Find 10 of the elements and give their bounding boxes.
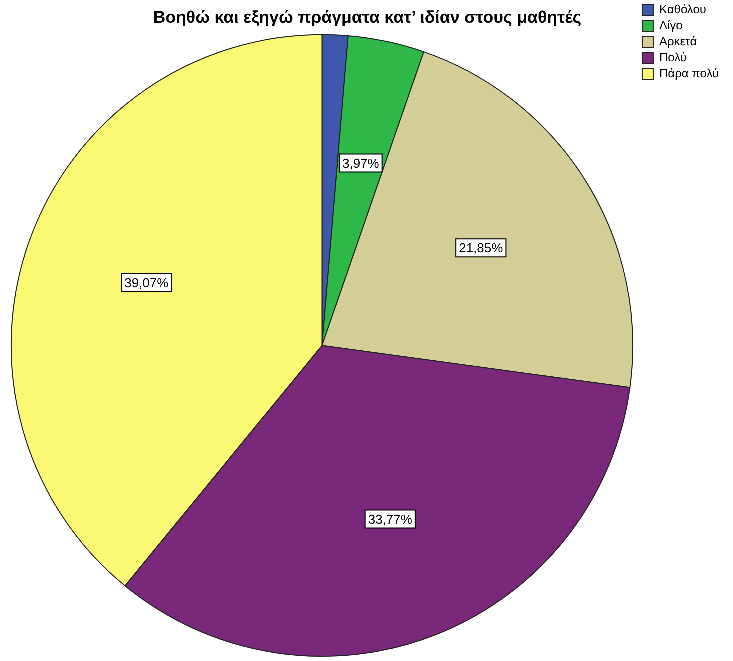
data-label: 21,85%	[459, 240, 504, 256]
legend-label: Καθόλου	[659, 2, 706, 16]
legend-label: Πάρα πολύ	[659, 66, 719, 80]
legend-label: Λίγο	[659, 18, 684, 32]
data-label: 39,07%	[124, 275, 170, 290]
legend-label: Πολύ	[659, 50, 687, 64]
data-label: 3,97%	[342, 156, 380, 171]
legend-label: Αρκετά	[659, 34, 698, 48]
chart-title: Βοηθώ και εξηγώ πράγματα κατ’ ιδίαν στους μαθητές	[153, 8, 582, 27]
data-label: 33,77%	[368, 512, 413, 527]
